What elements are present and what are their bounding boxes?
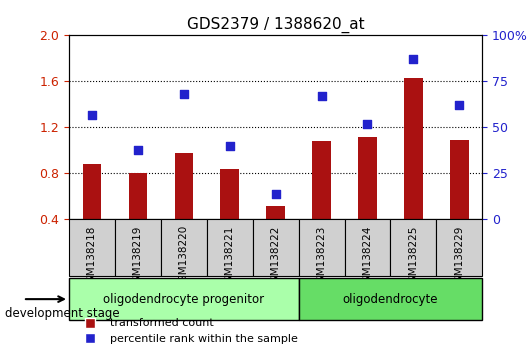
FancyBboxPatch shape <box>207 219 253 276</box>
Text: GSM138224: GSM138224 <box>363 225 373 289</box>
Bar <box>220 169 239 266</box>
FancyBboxPatch shape <box>298 219 344 276</box>
Text: GSM138222: GSM138222 <box>271 225 280 289</box>
Text: oligodendrocyte progenitor: oligodendrocyte progenitor <box>103 293 264 306</box>
Text: GSM138223: GSM138223 <box>316 225 326 289</box>
Point <box>317 93 326 99</box>
Text: GSM138219: GSM138219 <box>133 225 143 289</box>
Bar <box>358 137 377 266</box>
Point <box>455 103 464 108</box>
Bar <box>267 206 285 266</box>
Bar <box>129 173 147 266</box>
Text: GSM138220: GSM138220 <box>179 225 189 289</box>
Point <box>87 112 96 118</box>
Point <box>180 91 188 97</box>
FancyBboxPatch shape <box>69 219 115 276</box>
FancyBboxPatch shape <box>298 278 482 320</box>
Text: development stage: development stage <box>5 307 120 320</box>
Text: GSM138218: GSM138218 <box>87 225 97 289</box>
Point <box>363 121 372 127</box>
FancyBboxPatch shape <box>115 219 161 276</box>
Text: oligodendrocyte: oligodendrocyte <box>343 293 438 306</box>
FancyBboxPatch shape <box>253 219 298 276</box>
Text: GSM138229: GSM138229 <box>454 225 464 289</box>
FancyBboxPatch shape <box>69 278 298 320</box>
FancyBboxPatch shape <box>161 219 207 276</box>
Text: GSM138225: GSM138225 <box>409 225 418 289</box>
Bar <box>450 140 469 266</box>
FancyBboxPatch shape <box>391 219 436 276</box>
Point <box>134 147 142 152</box>
Text: GSM138221: GSM138221 <box>225 225 235 289</box>
Title: GDS2379 / 1388620_at: GDS2379 / 1388620_at <box>187 16 365 33</box>
FancyBboxPatch shape <box>436 219 482 276</box>
Point <box>409 57 418 62</box>
Bar <box>404 78 422 266</box>
Bar <box>174 153 193 266</box>
Bar <box>312 141 331 266</box>
Point <box>225 143 234 149</box>
Point <box>271 191 280 196</box>
Legend: transformed count, percentile rank within the sample: transformed count, percentile rank withi… <box>74 314 302 348</box>
FancyBboxPatch shape <box>344 219 391 276</box>
Bar <box>83 164 101 266</box>
